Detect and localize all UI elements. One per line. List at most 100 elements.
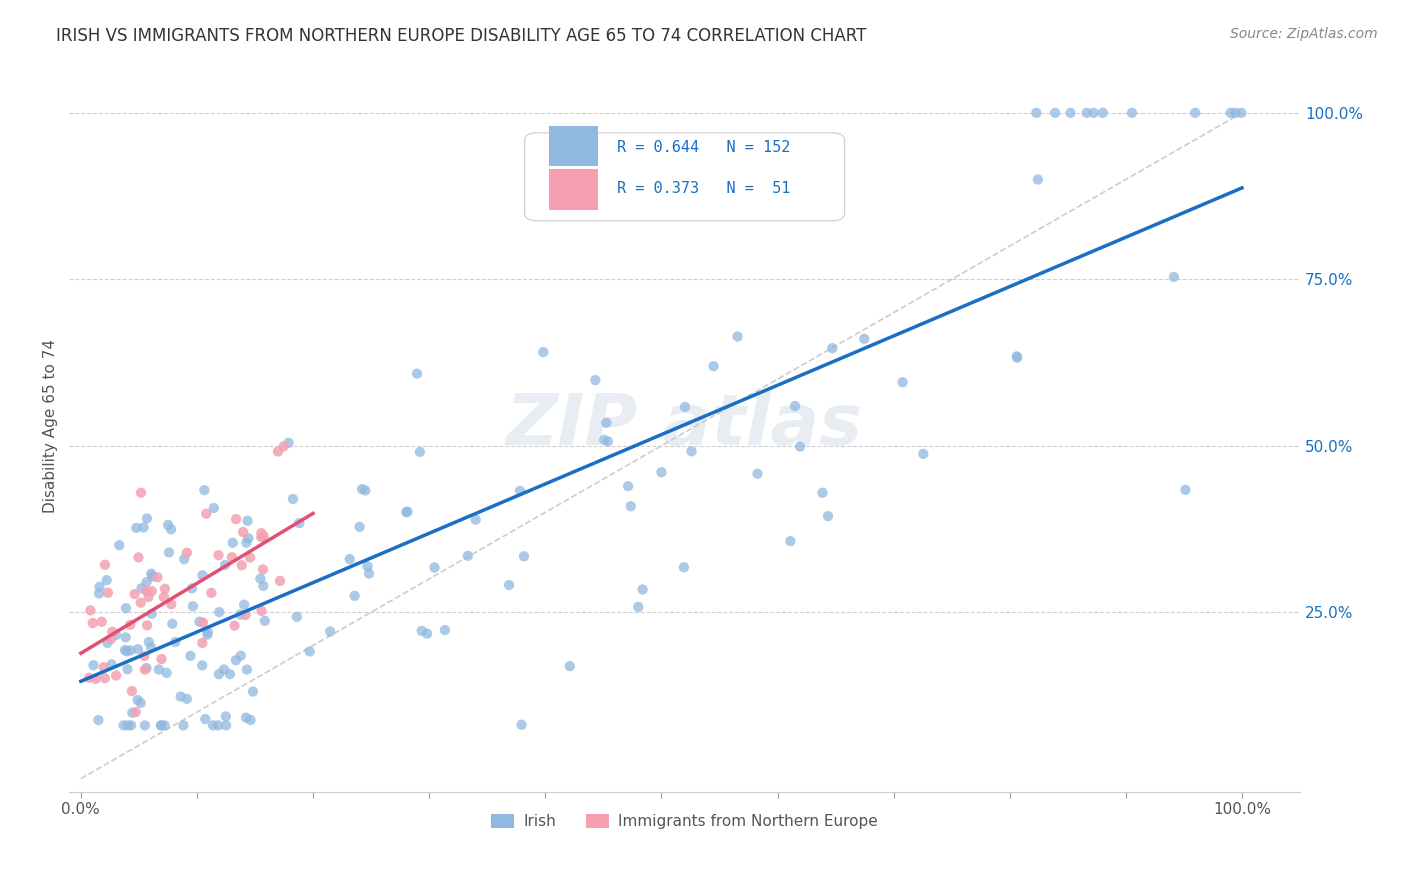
- Immigrants from Northern Europe: [221, 550, 243, 565]
- Irish: [105, 628, 128, 642]
- Immigrants from Northern Europe: [79, 603, 101, 617]
- Irish: [891, 375, 914, 389]
- Irish: [853, 332, 876, 346]
- Immigrants from Northern Europe: [239, 550, 262, 565]
- Irish: [356, 559, 378, 574]
- Irish: [558, 659, 581, 673]
- Irish: [1219, 106, 1241, 120]
- Irish: [249, 572, 271, 586]
- Irish: [531, 345, 554, 359]
- Irish: [181, 582, 204, 596]
- Immigrants from Northern Europe: [252, 562, 274, 576]
- Irish: [87, 713, 110, 727]
- Irish: [239, 713, 262, 727]
- Irish: [352, 482, 374, 496]
- Immigrants from Northern Europe: [195, 507, 218, 521]
- Irish: [82, 658, 104, 673]
- Immigrants from Northern Europe: [121, 684, 143, 698]
- Immigrants from Northern Europe: [250, 530, 273, 544]
- Irish: [134, 718, 156, 732]
- Immigrants from Northern Europe: [84, 672, 107, 686]
- Irish: [235, 711, 257, 725]
- Immigrants from Northern Europe: [231, 558, 253, 573]
- Immigrants from Northern Europe: [136, 618, 159, 632]
- Irish: [349, 520, 371, 534]
- Irish: [170, 690, 193, 704]
- Irish: [138, 635, 160, 649]
- Immigrants from Northern Europe: [138, 590, 160, 604]
- Irish: [433, 623, 456, 637]
- Irish: [235, 535, 257, 549]
- Immigrants from Northern Europe: [269, 574, 291, 588]
- Irish: [193, 483, 215, 497]
- Immigrants from Northern Europe: [120, 617, 142, 632]
- Irish: [416, 626, 439, 640]
- Irish: [593, 433, 616, 447]
- Irish: [153, 718, 176, 732]
- Immigrants from Northern Europe: [129, 485, 152, 500]
- Immigrants from Northern Europe: [94, 671, 117, 685]
- Immigrants from Northern Europe: [232, 524, 254, 539]
- Irish: [596, 434, 619, 449]
- Immigrants from Northern Europe: [153, 582, 176, 596]
- Irish: [464, 513, 486, 527]
- Irish: [627, 599, 650, 614]
- Irish: [423, 560, 446, 574]
- Immigrants from Northern Europe: [225, 512, 247, 526]
- Irish: [156, 665, 179, 680]
- Irish: [176, 691, 198, 706]
- Irish: [513, 549, 536, 564]
- Immigrants from Northern Europe: [253, 529, 276, 543]
- Irish: [117, 718, 139, 732]
- Irish: [277, 435, 299, 450]
- Irish: [141, 569, 163, 583]
- Immigrants from Northern Europe: [134, 663, 156, 677]
- Irish: [120, 718, 142, 732]
- Irish: [285, 610, 308, 624]
- Immigrants from Northern Europe: [124, 587, 146, 601]
- Irish: [1026, 172, 1049, 186]
- Immigrants from Northern Europe: [267, 444, 290, 458]
- FancyBboxPatch shape: [524, 133, 845, 220]
- Irish: [127, 642, 149, 657]
- Immigrants from Northern Europe: [250, 526, 273, 541]
- Irish: [120, 643, 142, 657]
- Immigrants from Northern Europe: [125, 705, 148, 719]
- Irish: [1230, 106, 1253, 120]
- Irish: [747, 467, 769, 481]
- Immigrants from Northern Europe: [224, 618, 246, 632]
- Irish: [188, 615, 211, 629]
- Irish: [222, 535, 245, 549]
- Irish: [172, 718, 194, 732]
- Irish: [395, 505, 418, 519]
- Irish: [319, 624, 342, 639]
- Immigrants from Northern Europe: [77, 671, 100, 685]
- Irish: [135, 575, 157, 590]
- Irish: [236, 663, 259, 677]
- Irish: [1005, 350, 1028, 364]
- Irish: [207, 718, 229, 732]
- Irish: [202, 501, 225, 516]
- Legend: Irish, Immigrants from Northern Europe: Irish, Immigrants from Northern Europe: [485, 808, 884, 836]
- Irish: [125, 521, 148, 535]
- Irish: [115, 601, 138, 615]
- Irish: [114, 643, 136, 657]
- Irish: [197, 625, 219, 640]
- Irish: [1091, 106, 1114, 120]
- Bar: [550, 126, 599, 166]
- Irish: [1223, 106, 1246, 120]
- Irish: [162, 616, 184, 631]
- Immigrants from Northern Europe: [160, 597, 183, 611]
- Irish: [617, 479, 640, 493]
- Irish: [202, 718, 225, 732]
- Irish: [219, 667, 242, 681]
- Irish: [1005, 351, 1028, 365]
- Irish: [650, 465, 672, 479]
- Irish: [236, 514, 259, 528]
- Irish: [411, 624, 433, 638]
- Immigrants from Northern Europe: [150, 652, 173, 666]
- Irish: [1043, 106, 1066, 120]
- Irish: [215, 709, 238, 723]
- Irish: [233, 598, 256, 612]
- Irish: [191, 658, 214, 673]
